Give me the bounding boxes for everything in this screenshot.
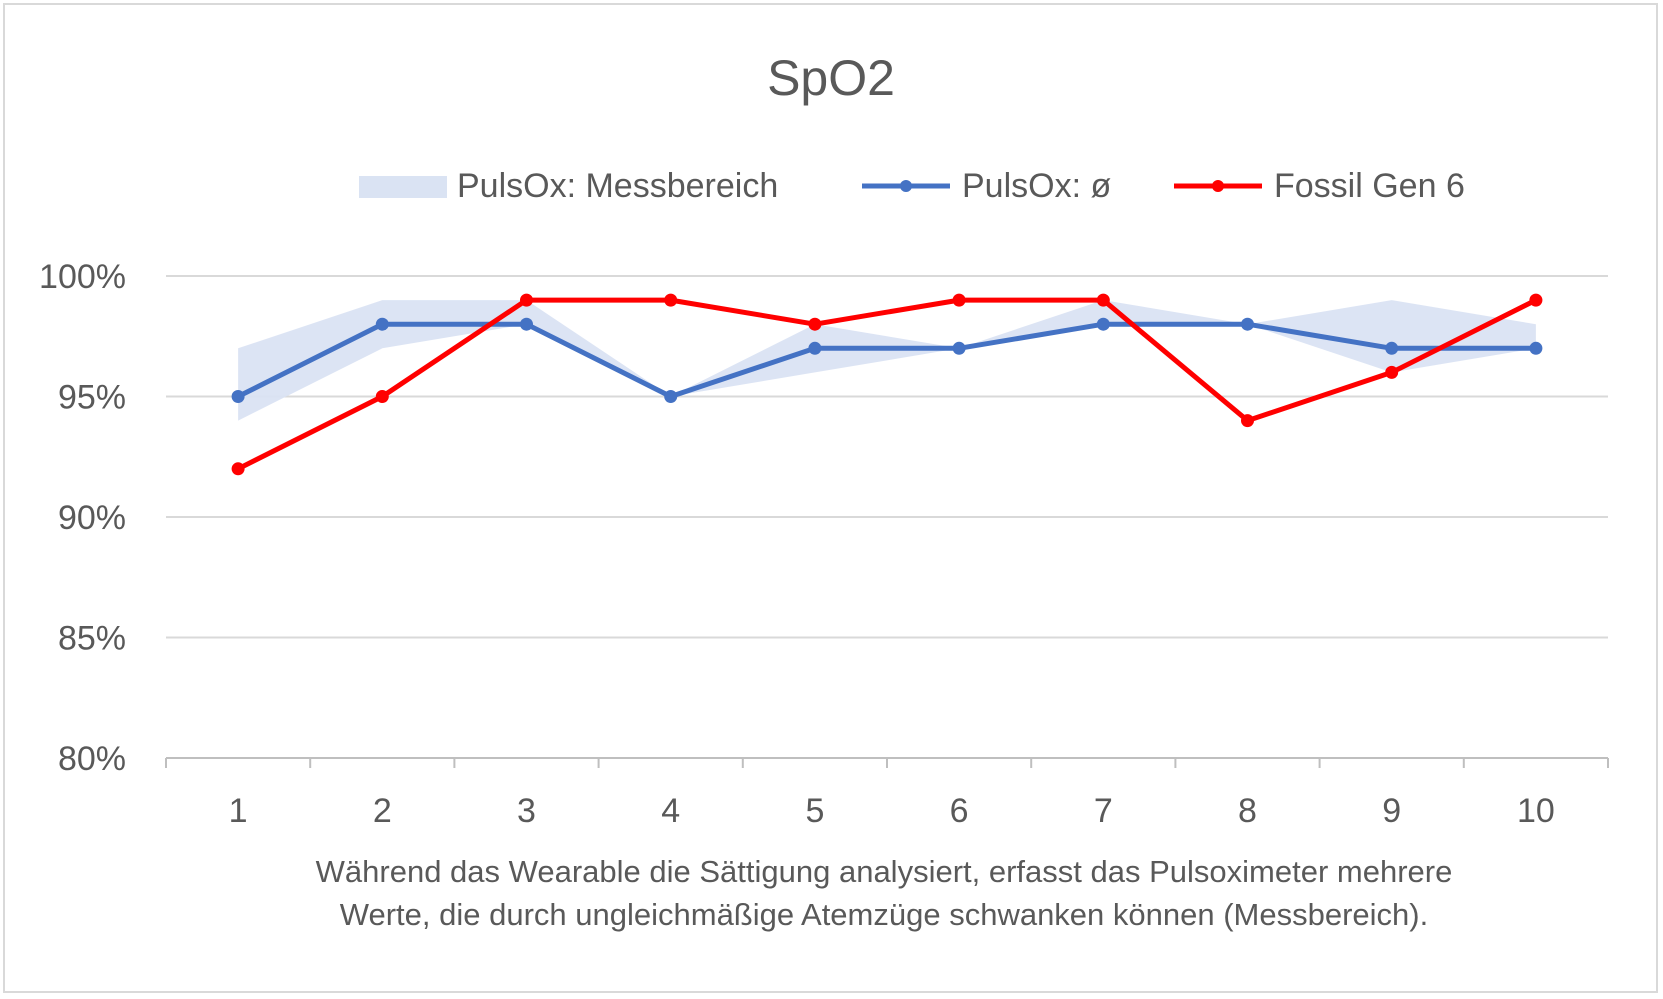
legend-swatch-pulsox-avg-marker — [900, 180, 912, 192]
legend-label-pulsox-avg: PulsOx: ø — [962, 167, 1111, 205]
range-band-layer — [238, 300, 1536, 421]
x-tick-label: 7 — [1094, 792, 1113, 830]
x-tick-label: 2 — [373, 792, 392, 830]
data-point-pulsox-avg — [520, 317, 533, 331]
series-fossil — [231, 293, 1543, 476]
data-point-pulsox-avg — [1529, 341, 1543, 355]
range-band-area — [238, 300, 1536, 421]
legend-swatch-range-band — [359, 176, 447, 198]
x-tick-label: 8 — [1238, 792, 1257, 830]
data-point-fossil — [952, 293, 966, 307]
x-axis — [165, 757, 1609, 768]
y-tick-label: 95% — [58, 379, 126, 417]
data-point-pulsox-avg — [1241, 317, 1254, 331]
data-point-fossil — [1385, 365, 1399, 379]
series-line-fossil — [236, 297, 1538, 472]
x-tick-label: 10 — [1517, 792, 1555, 830]
data-point-pulsox-avg — [952, 341, 966, 355]
legend-label-fossil: Fossil Gen 6 — [1274, 167, 1465, 205]
data-point-fossil — [1096, 293, 1110, 307]
data-point-pulsox-avg — [1096, 317, 1110, 331]
x-tick-label: 5 — [805, 792, 824, 830]
x-tick-label: 9 — [1382, 792, 1401, 830]
data-point-fossil — [520, 293, 533, 307]
x-tick-label: 4 — [661, 792, 680, 830]
data-point-fossil — [808, 317, 822, 331]
x-tick-label: 6 — [950, 792, 969, 830]
series-pulsox-avg — [231, 317, 1543, 403]
x-axis-caption-line-2: Werte, die durch ungleichmäßige Atemzüge… — [340, 897, 1428, 932]
data-point-fossil — [1241, 414, 1254, 428]
data-point-pulsox-avg — [1385, 341, 1399, 355]
legend-swatch-fossil-marker — [1212, 180, 1224, 192]
chart-title: SpO2 — [767, 50, 895, 106]
x-tick-label: 1 — [229, 792, 248, 830]
data-point-pulsox-avg — [375, 317, 389, 331]
data-point-fossil — [231, 462, 245, 476]
x-axis-caption-line-1: Während das Wearable die Sättigung analy… — [316, 854, 1453, 889]
data-point-fossil — [375, 390, 389, 403]
data-point-fossil — [1529, 293, 1543, 307]
data-point-fossil — [664, 293, 678, 307]
y-tick-label: 85% — [58, 620, 126, 658]
legend-label-range-band: PulsOx: Messbereich — [457, 167, 778, 205]
data-point-pulsox-avg — [231, 390, 245, 403]
x-tick-label: 3 — [517, 792, 536, 830]
series-layer — [231, 293, 1543, 476]
y-tick-label: 80% — [58, 740, 126, 778]
series-line-pulsox-avg — [236, 321, 1536, 399]
y-tick-label: 100% — [39, 258, 126, 296]
data-point-pulsox-avg — [664, 390, 678, 403]
data-point-pulsox-avg — [808, 341, 822, 355]
legend: PulsOx: Messbereich PulsOx: ø Fossil Gen… — [359, 167, 1465, 205]
y-tick-labels: 80% 85% 90% 95% 100% — [39, 258, 126, 778]
y-tick-label: 90% — [58, 499, 126, 537]
gridlines — [166, 275, 1608, 639]
x-tick-labels: 1 2 3 4 5 6 7 8 9 10 — [229, 792, 1555, 830]
chart-frame — [3, 3, 1658, 993]
